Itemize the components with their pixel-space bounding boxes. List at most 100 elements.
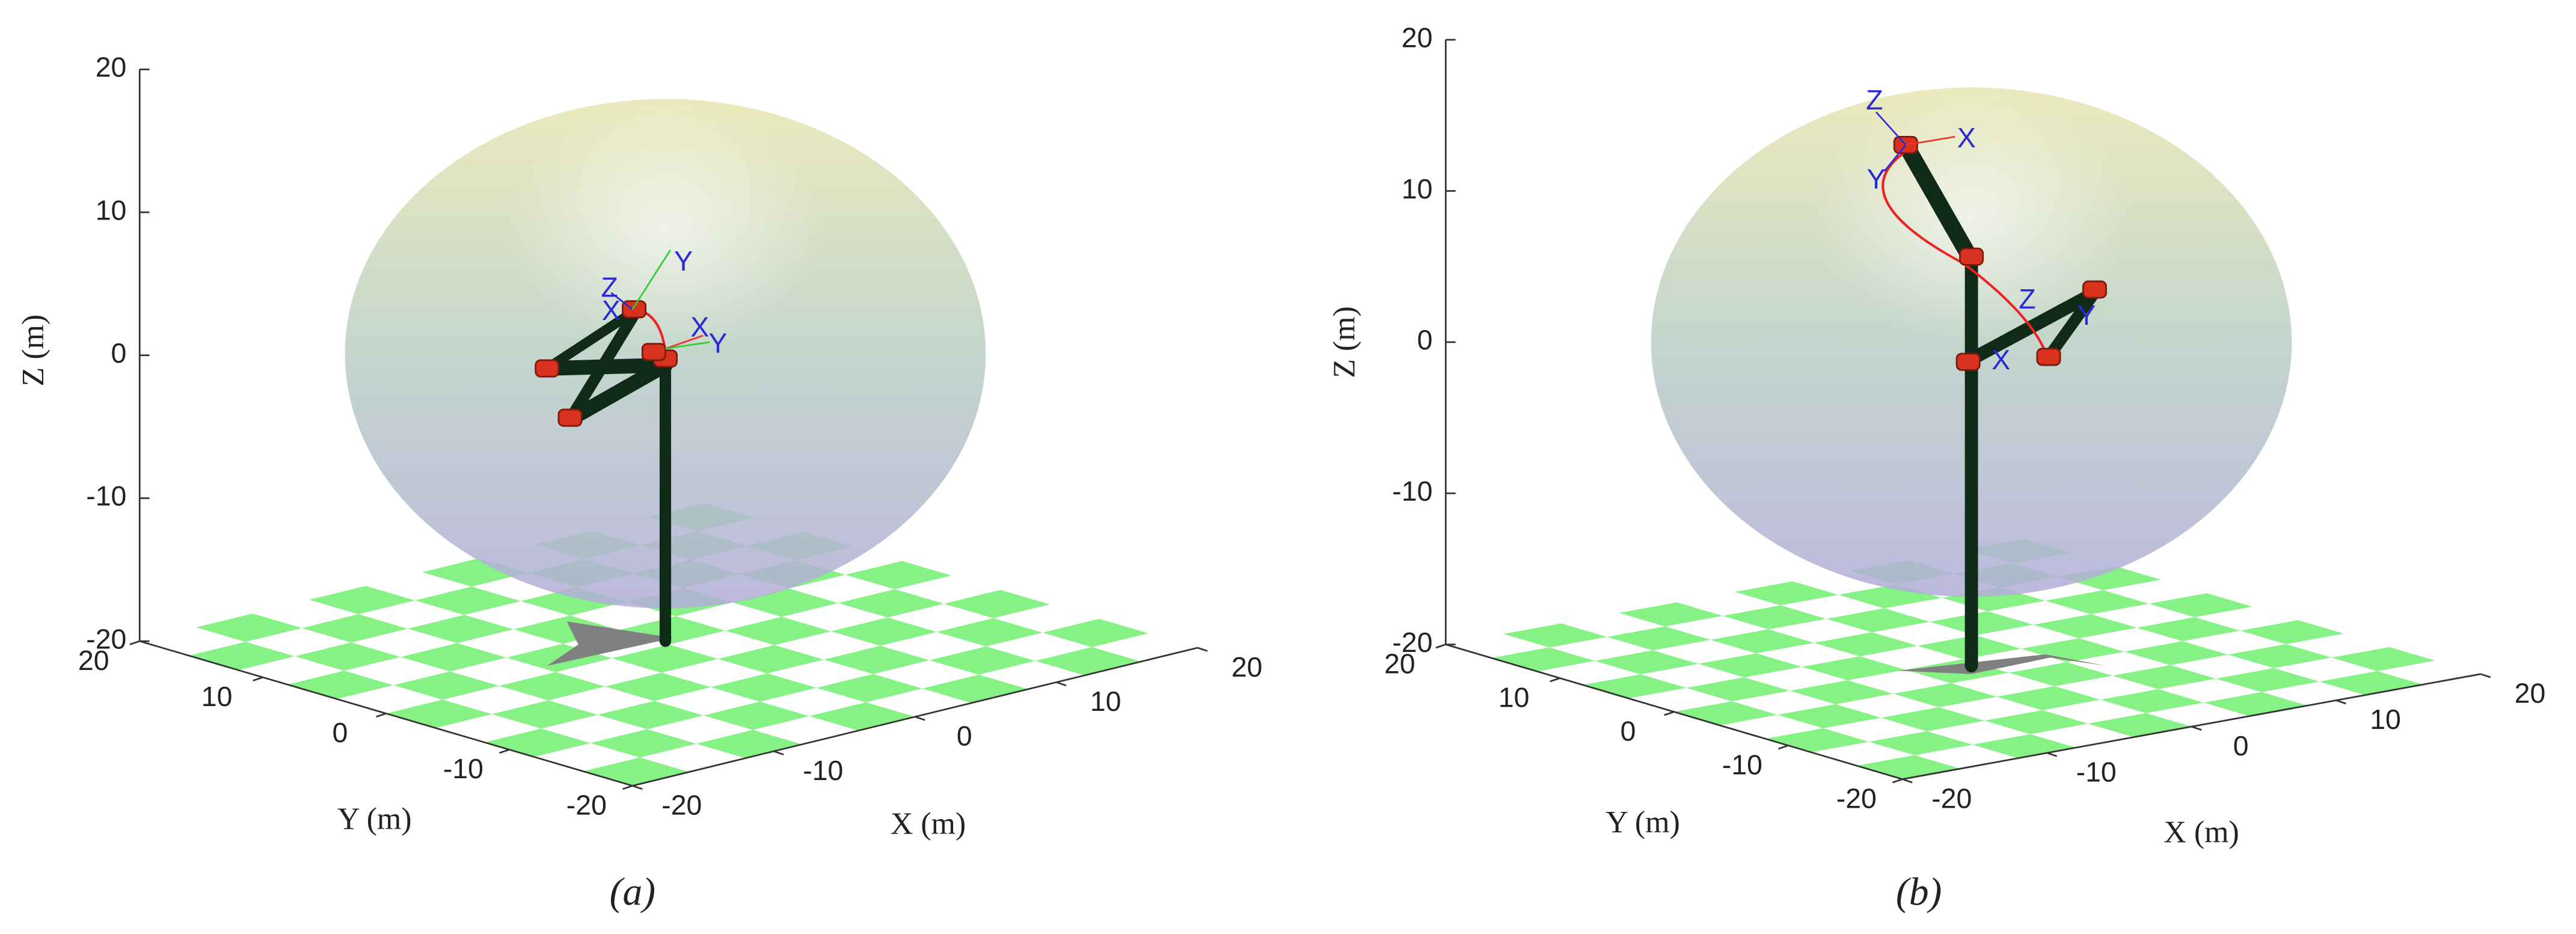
y-tick (129, 640, 140, 645)
robot-link (2043, 287, 2101, 363)
floor-tile (1814, 632, 1918, 657)
floor-tile (717, 645, 824, 674)
floor-tile (1503, 623, 1607, 648)
floor-tile (809, 702, 915, 731)
frame-label: X (690, 311, 709, 342)
x-axis-label: X (m) (891, 807, 966, 841)
floor-tile (1856, 755, 1960, 779)
floor-tile (1035, 647, 1141, 675)
floor-tile (2240, 620, 2344, 645)
x-tick-label: 20 (2515, 678, 2546, 709)
floor-tile (2033, 614, 2137, 639)
x-tick (773, 750, 784, 755)
frame-label: Y (2077, 300, 2096, 331)
x-tick (1197, 647, 1208, 652)
robot-joint (557, 408, 583, 427)
frame-label: X (1992, 344, 2010, 375)
floor-tile (612, 644, 718, 673)
floor-tile (393, 671, 500, 700)
floor-tile (1042, 618, 1148, 647)
floor-tile (816, 674, 922, 702)
z-tick-label: 10 (96, 194, 127, 226)
floor-tile (2124, 641, 2228, 665)
floor-tile (830, 617, 937, 646)
robot-link (1897, 137, 1980, 268)
floor-tile (725, 616, 831, 645)
y-axis-label: Y (m) (1605, 805, 1679, 840)
floor-tile (583, 757, 689, 786)
floor-tile (2203, 692, 2308, 716)
floor-tile (823, 645, 930, 674)
x-tick (2335, 699, 2346, 705)
robot-joint (1959, 247, 1984, 266)
y-tick (499, 749, 510, 754)
panel-caption: (b) (1896, 871, 1942, 914)
floor-tile (2100, 689, 2204, 713)
y-tick-label: -20 (566, 789, 607, 820)
floor-tile (1802, 656, 1906, 681)
robot-joint (2036, 348, 2061, 366)
x-tick-label: -20 (661, 789, 702, 820)
floor-tile (1869, 731, 1973, 755)
robot-joint (535, 359, 560, 378)
floor-tile (710, 673, 817, 702)
floor-tile (2112, 665, 2216, 689)
frame-label: X (1957, 122, 1976, 153)
x-tick-label: 0 (2233, 730, 2249, 761)
floor-tile (2319, 671, 2423, 695)
floor-tile (2008, 662, 2112, 686)
floor-tile (696, 730, 802, 758)
frame-axis (1906, 135, 1955, 146)
frame-axis (665, 334, 704, 350)
frame-label: X (602, 295, 621, 326)
z-tick-label: -20 (1392, 627, 1432, 658)
floor-tile (1722, 605, 1827, 630)
x-tick (2046, 752, 2058, 757)
floor-tile (1607, 626, 1711, 651)
trajectory (1881, 150, 2047, 353)
floor-tile (189, 642, 295, 671)
frame-axis (1875, 111, 1907, 146)
x-tick-label: -10 (803, 755, 843, 786)
x-tick-label: -10 (2076, 757, 2117, 788)
panel: -20-1001020-20-1001020-20-1001020ZXYZXYZ… (1327, 22, 2545, 914)
y-tick-label: -10 (1722, 749, 1762, 780)
floor-tile (1777, 704, 1881, 728)
x-tick-label: -20 (1931, 782, 1972, 814)
x-tick-label: 20 (1231, 651, 1263, 683)
floor-tile (1674, 701, 1778, 725)
robot-link (562, 357, 673, 427)
floor-tile (2216, 668, 2320, 692)
y-tick-label: 20 (78, 645, 109, 676)
floor-tile (386, 699, 492, 728)
floor-tile (2148, 593, 2252, 618)
y-tick-label: 0 (333, 717, 348, 748)
floor-tile (1619, 602, 1723, 627)
panel: -20-1001020-20-1001020-20-1001020ZXYXYZ … (16, 52, 1263, 914)
frame-label: Y (1867, 163, 1886, 194)
z-tick-label: -10 (86, 481, 126, 512)
z-tick-label: 20 (96, 52, 127, 83)
floor-tile (2228, 644, 2332, 668)
robot-base (1897, 654, 2106, 674)
x-tick (1056, 681, 1067, 687)
floor-tile (922, 674, 1028, 703)
y-axis-label: Y (m) (337, 802, 411, 837)
robot-joint (641, 343, 666, 361)
x-tick (632, 785, 643, 790)
floor-tile (943, 589, 1050, 618)
floor-tile (302, 614, 408, 643)
frame-label: Z (1866, 84, 1883, 115)
z-tick-label: -10 (1392, 475, 1432, 506)
z-tick-label: 20 (1402, 22, 1433, 53)
floor-tile (415, 586, 521, 615)
y-tick (253, 676, 263, 681)
robot-joint (1955, 352, 1981, 371)
floor-tile (1686, 677, 1790, 702)
floor-tile (309, 586, 416, 615)
floor-tile (838, 589, 944, 618)
frame-label: Z (601, 272, 618, 303)
y-tick (1550, 677, 1560, 683)
y-tick (1892, 778, 1903, 784)
